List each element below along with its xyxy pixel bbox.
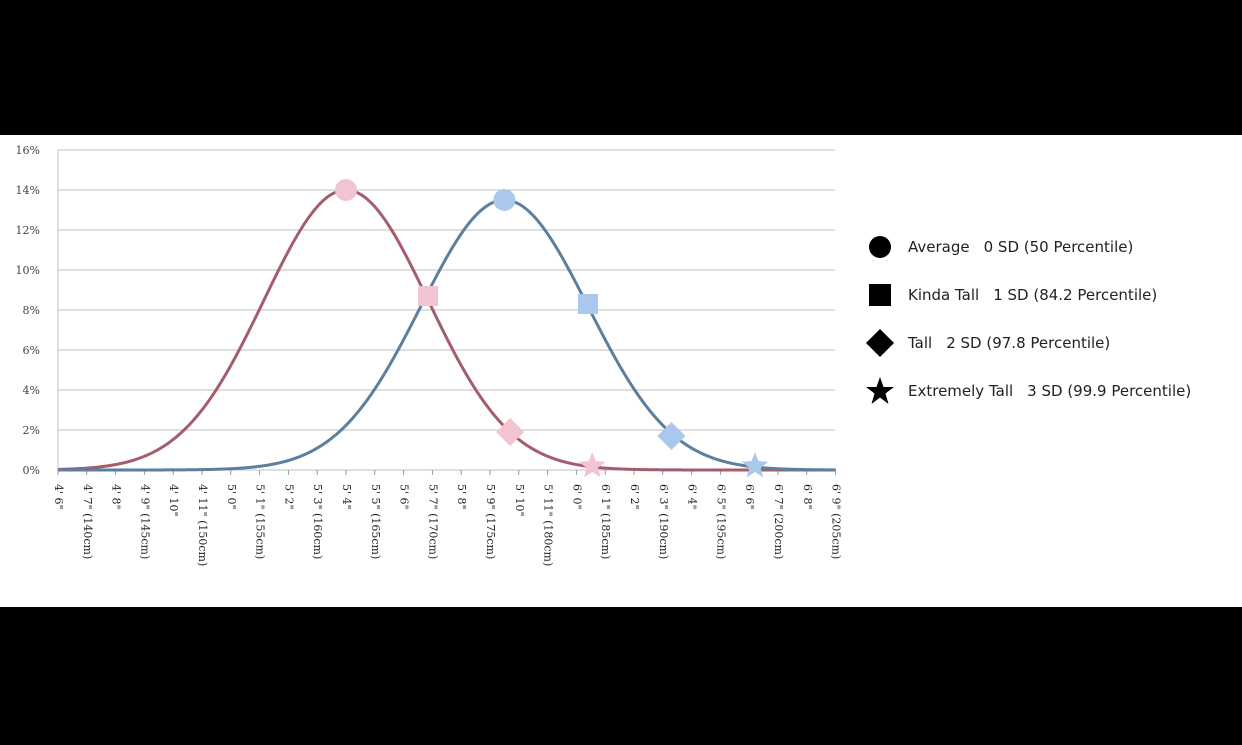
x-tick-label: 6' 2" [628, 484, 641, 510]
x-tick-label: 5' 1" (155cm) [254, 484, 267, 559]
star-marker-icon [862, 377, 898, 405]
y-tick-label: 12% [16, 224, 40, 237]
x-tick-label: 5' 5" (165cm) [369, 484, 382, 559]
x-tick-label: 5' 10" [513, 484, 526, 517]
x-tick-label: 6' 0" [570, 484, 583, 510]
legend-label: Extremely Tall [908, 382, 1014, 400]
x-tick-label: 5' 4" [340, 484, 353, 510]
x-tick-label: 4' 7" (140cm) [81, 484, 94, 559]
diamond-marker [496, 418, 525, 446]
legend-item-extremely-tall: Extremely Tall 3 SD (99.9 Percentile) [862, 367, 1191, 415]
x-tick-label: 5' 9" (175cm) [484, 484, 497, 559]
x-axis-ticks: 4' 6" 4' 7" (140cm) 4' 8" 4' 9" (145cm) 4' 1… [52, 470, 843, 566]
x-tick-label: 6' 1" (185cm) [599, 484, 612, 559]
legend-sd: 2 SD (97.8 Percentile) [946, 334, 1111, 352]
legend-label: Tall [908, 334, 933, 352]
star-marker [578, 452, 606, 478]
legend-label: Average [908, 238, 970, 256]
x-tick-label: 5' 8" [455, 484, 468, 510]
y-tick-label: 10% [16, 264, 40, 277]
square-marker [418, 286, 439, 306]
y-tick-label: 14% [16, 184, 40, 197]
circle-marker [335, 179, 357, 201]
star-marker [741, 452, 769, 478]
x-tick-label: 5' 3" (160cm) [311, 484, 324, 559]
x-tick-label: 4' 8" [110, 484, 123, 510]
chart-panel: 0% 2% 4% 6% 8% 10% 12% 14% 16% 4' 6" 4' 7" (140cm… [0, 135, 1242, 607]
y-tick-label: 16% [16, 144, 40, 157]
series-lines [57, 188, 836, 472]
x-tick-label: 5' 11" (180cm) [542, 484, 555, 566]
x-tick-label: 5' 7" (170cm) [426, 484, 439, 559]
square-marker [577, 294, 598, 314]
x-tick-label: 6' 6" [743, 484, 756, 510]
x-tick-label: 4' 9" (145cm) [138, 484, 151, 559]
legend: Average 0 SD (50 Percentile) Kinda Tall … [862, 223, 1191, 415]
x-tick-label: 6' 8" [801, 484, 814, 510]
x-tick-label: 4' 11" (150cm) [196, 484, 209, 566]
diamond-marker-icon [862, 329, 898, 357]
legend-sd: 1 SD (84.2 Percentile) [993, 286, 1158, 304]
circle-marker-icon [862, 233, 898, 261]
gridlines [57, 149, 835, 471]
y-tick-label: 2% [23, 424, 40, 437]
y-tick-label: 8% [23, 304, 40, 317]
legend-item-average: Average 0 SD (50 Percentile) [862, 223, 1191, 271]
x-tick-label: 6' 5" (195cm) [714, 484, 727, 559]
x-tick-label: 5' 2" [282, 484, 295, 510]
circle-marker [493, 189, 516, 211]
x-tick-label: 6' 4" [686, 484, 699, 510]
x-tick-label: 6' 9" (205cm) [830, 484, 843, 559]
x-tick-label: 5' 6" [398, 484, 411, 510]
series-line-2 [58, 198, 836, 472]
x-tick-label: 6' 3" (190cm) [657, 484, 670, 559]
legend-sd: 0 SD (50 Percentile) [983, 238, 1134, 256]
y-tick-label: 0% [23, 464, 40, 477]
series-line-1 [57, 188, 836, 472]
legend-label: Kinda Tall [908, 286, 980, 304]
y-axis-ticks: 0% 2% 4% 6% 8% 10% 12% 14% 16% [16, 144, 40, 477]
y-tick-label: 4% [23, 384, 40, 397]
height-distribution-chart: 0% 2% 4% 6% 8% 10% 12% 14% 16% 4' 6" 4' 7" (140cm… [16, 144, 843, 566]
y-tick-label: 6% [23, 344, 40, 357]
series-markers [335, 179, 769, 478]
legend-item-kinda-tall: Kinda Tall 1 SD (84.2 Percentile) [862, 271, 1191, 319]
x-tick-label: 4' 10" [167, 484, 180, 517]
x-tick-label: 5' 0" [225, 484, 238, 510]
square-marker-icon [862, 281, 898, 309]
legend-sd: 3 SD (99.9 Percentile) [1027, 382, 1192, 400]
x-tick-label: 4' 6" [52, 484, 65, 510]
diamond-marker [657, 422, 686, 450]
x-tick-label: 6' 7" (200cm) [772, 484, 785, 559]
legend-item-tall: Tall 2 SD (97.8 Percentile) [862, 319, 1191, 367]
